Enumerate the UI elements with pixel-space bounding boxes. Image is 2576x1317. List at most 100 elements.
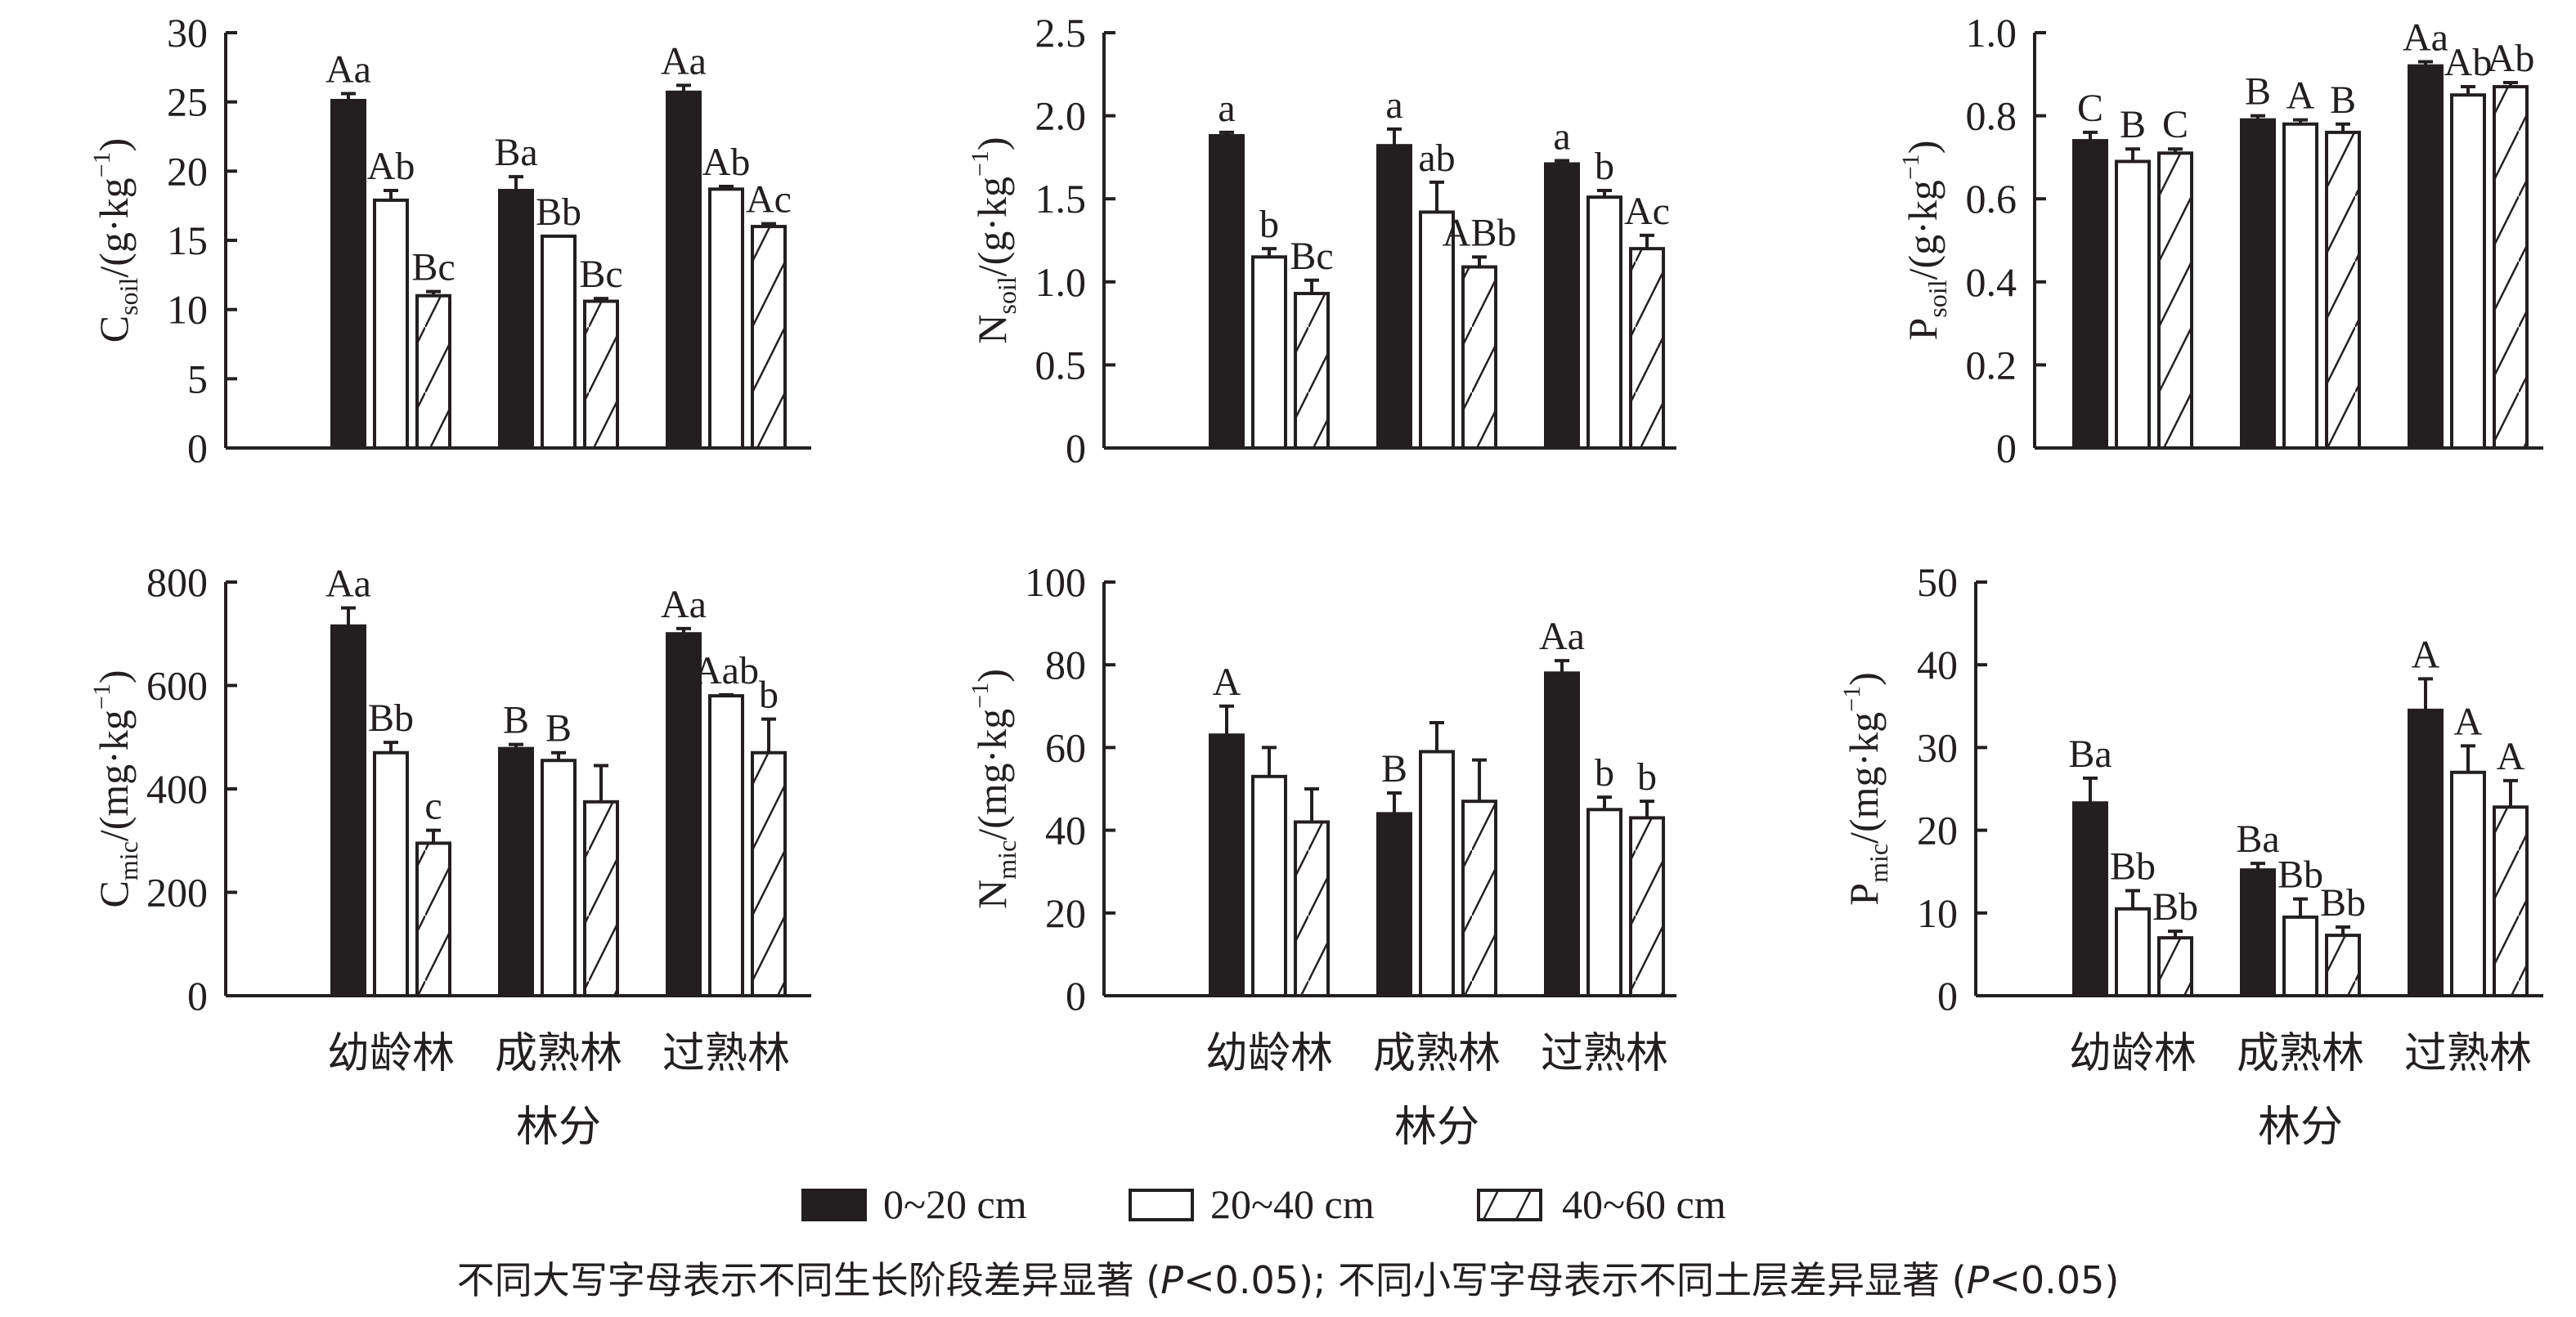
- significance-label: b: [1595, 751, 1614, 795]
- bar-40-60--过熟林: [2493, 85, 2529, 450]
- y-label-sup: −1: [88, 683, 115, 710]
- x-category-label: 过熟林: [1541, 1029, 1668, 1078]
- y-label-sub: soil: [992, 276, 1021, 314]
- bar-20-40--过熟林: [1586, 195, 1622, 450]
- significance-label: A: [2287, 74, 2315, 118]
- y-label-main: C: [91, 316, 137, 343]
- y-tick-label: 200: [146, 870, 208, 916]
- significance-label: Bb: [536, 190, 581, 234]
- significance-label: Bc: [1290, 235, 1333, 278]
- significance-label: Ac: [1624, 190, 1670, 233]
- bar-0-20--成熟林: [1376, 812, 1412, 997]
- significance-label: b: [1637, 755, 1657, 799]
- y-tick-label: 0.4: [1966, 259, 2017, 305]
- chart-panel-5: 0 20 40 60 80 100 Nmic/(mg·kg−1) A B Aa b b 幼龄林 成熟林 过熟…: [967, 559, 1676, 1152]
- bar-40-60--幼龄林: [1294, 292, 1330, 450]
- y-tick-label: 0.5: [1035, 342, 1087, 387]
- bar-0-20--过熟林: [2408, 708, 2444, 997]
- y-label-sub: soil: [114, 277, 143, 315]
- legend-label-40-60: 40~60 cm: [1562, 1181, 1726, 1227]
- significance-label: a: [1385, 83, 1402, 127]
- x-axis-label: 林分: [516, 1103, 601, 1152]
- bar-40-60--幼龄林: [2157, 936, 2193, 998]
- significance-label: a: [1218, 87, 1235, 130]
- y-tick-label: 40: [1917, 642, 1958, 688]
- bar-40-60--过熟林: [2493, 805, 2529, 997]
- bar-0-20--成熟林: [2240, 118, 2276, 450]
- y-tick-label: 800: [146, 559, 208, 605]
- bar-0-20--幼龄林: [1209, 133, 1245, 450]
- bar-0-20--过熟林: [1544, 671, 1580, 997]
- y-axis-label: Cmic/(mg·kg−1): [88, 670, 143, 907]
- bar-20-40--幼龄林: [373, 198, 409, 450]
- chart-panel-1: 0 5 10 15 20 25 30 Csoil/(g·kg−1) Aa Ba Aa Ab Bb Ab Bc…: [88, 10, 811, 471]
- x-axis-label: 林分: [1394, 1103, 1479, 1152]
- bar-20-40--幼龄林: [1251, 774, 1287, 997]
- y-tick-label: 1.0: [1966, 10, 2017, 56]
- y-tick-label: 30: [1917, 724, 1958, 770]
- significance-label: Aa: [325, 562, 371, 606]
- bar-40-60--过熟林: [1629, 247, 1665, 450]
- y-tick-label: 30: [167, 10, 208, 56]
- significance-label: b: [1259, 203, 1279, 246]
- significance-label: Bb: [368, 697, 414, 740]
- x-category-label: 成熟林: [2237, 1029, 2364, 1078]
- y-label-sub: mic: [992, 840, 1021, 880]
- significance-label: Aab: [693, 649, 759, 692]
- bar-20-40--幼龄林: [2115, 159, 2151, 450]
- y-tick-label: 50: [1917, 559, 1958, 605]
- significance-label: b: [759, 674, 779, 717]
- y-label-unit: /(mg·kg: [969, 709, 1015, 840]
- bar-0-20--成熟林: [1376, 144, 1412, 450]
- y-axis-label: Csoil/(g·kg−1): [88, 138, 143, 343]
- significance-label: Ac: [746, 178, 792, 222]
- y-tick-label: 1.0: [1035, 259, 1087, 305]
- legend-swatch-0-20: [801, 1189, 867, 1221]
- bar-40-60--幼龄林: [1294, 820, 1330, 997]
- legend-label-0-20: 0~20 cm: [883, 1181, 1027, 1227]
- x-category-label: 幼龄林: [2069, 1029, 2197, 1078]
- significance-label: a: [1553, 114, 1570, 158]
- significance-label: Ab: [367, 145, 415, 188]
- significance-label: Aa: [661, 583, 707, 626]
- significance-label: Ab: [702, 141, 751, 184]
- bar-0-20--成熟林: [498, 189, 534, 450]
- y-tick-label: 100: [1025, 559, 1086, 605]
- bar-20-40--过熟林: [2450, 770, 2486, 997]
- bar-40-60--成熟林: [583, 800, 619, 997]
- bar-40-60--幼龄林: [415, 293, 451, 450]
- y-tick-label: 2.0: [1035, 93, 1087, 139]
- bar-0-20--成熟林: [2240, 868, 2276, 998]
- significance-label: Aa: [2403, 16, 2448, 60]
- bar-40-60--幼龄林: [415, 841, 451, 997]
- y-tick-label: 2.5: [1035, 10, 1087, 56]
- bar-0-20--过熟林: [2408, 64, 2444, 450]
- y-tick-label: 0: [1066, 425, 1086, 471]
- significance-label: Ab: [2444, 41, 2493, 84]
- bar-40-60--过熟林: [751, 750, 787, 997]
- bar-40-60--成熟林: [1461, 265, 1497, 450]
- y-label-sup: −1: [967, 683, 994, 709]
- significance-label: Bb: [2278, 853, 2323, 897]
- significance-label: Bc: [411, 246, 455, 289]
- y-label-unit: /(g·kg: [969, 177, 1015, 276]
- bar-20-40--成熟林: [1419, 750, 1455, 998]
- significance-label: B: [2245, 70, 2271, 114]
- bar-20-40--幼龄林: [1251, 255, 1287, 450]
- y-label-unit: /(g·kg: [91, 177, 137, 277]
- bar-40-60--成熟林: [583, 299, 619, 450]
- x-axis-label: 林分: [2258, 1103, 2343, 1152]
- footnote: 不同大写字母表示不同生长阶段差异显著 (P<0.05); 不同小写字母表示不同土…: [457, 1258, 2120, 1302]
- bar-0-20--过熟林: [1544, 162, 1580, 450]
- y-label-close: ): [1841, 672, 1887, 686]
- legend-label-20-40: 20~40 cm: [1210, 1181, 1375, 1227]
- significance-label: A: [2454, 700, 2483, 743]
- y-label-unit: /(mg·kg: [1841, 712, 1887, 844]
- y-tick-label: 10: [167, 287, 208, 333]
- bar-0-20--幼龄林: [2072, 801, 2108, 997]
- legend-swatch-40-60: [1477, 1189, 1542, 1221]
- y-label-close: ): [969, 669, 1015, 683]
- y-label-main: N: [969, 880, 1015, 909]
